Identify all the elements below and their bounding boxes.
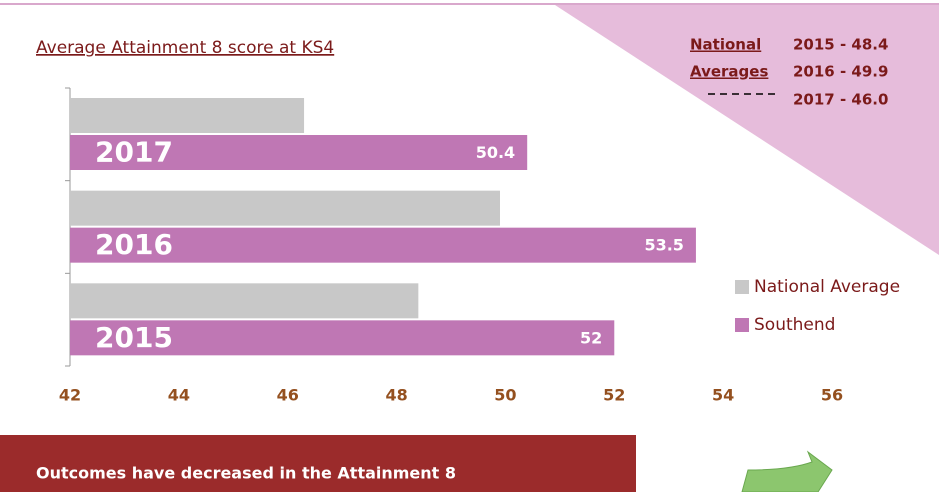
category-label: 2015 bbox=[95, 321, 173, 354]
category-label: 2016 bbox=[95, 228, 173, 261]
annotation-line: 2016 - 49.9 bbox=[793, 63, 888, 81]
legend-label: National Average bbox=[754, 277, 900, 297]
annotation-heading: National bbox=[690, 36, 761, 54]
x-tick-label: 54 bbox=[712, 386, 734, 405]
legend-swatch bbox=[735, 318, 749, 332]
x-tick-label: 56 bbox=[821, 386, 843, 405]
category-label: 2017 bbox=[95, 136, 173, 169]
annotation-line: 2015 - 48.4 bbox=[793, 36, 888, 54]
corner-triangle bbox=[555, 5, 939, 255]
value-label: 50.4 bbox=[476, 143, 515, 162]
value-label: 52 bbox=[580, 328, 602, 347]
annotation-line: 2017 - 46.0 bbox=[793, 91, 888, 109]
annotation-heading: Averages bbox=[690, 63, 768, 81]
x-tick-label: 50 bbox=[494, 386, 516, 405]
footer-text: Outcomes have decreased in the Attainmen… bbox=[36, 464, 456, 483]
bar bbox=[70, 98, 305, 133]
value-label: 53.5 bbox=[644, 236, 683, 255]
x-tick-label: 46 bbox=[277, 386, 299, 405]
bar bbox=[70, 135, 528, 170]
legend-label: Southend bbox=[754, 315, 835, 335]
bar bbox=[70, 283, 419, 319]
x-tick-label: 44 bbox=[168, 386, 190, 405]
x-tick-label: 42 bbox=[59, 386, 81, 405]
x-tick-label: 52 bbox=[603, 386, 625, 405]
footer-box bbox=[0, 435, 636, 492]
arrow bbox=[741, 450, 833, 492]
x-tick-label: 48 bbox=[385, 386, 407, 405]
bar bbox=[70, 190, 500, 226]
bar bbox=[70, 320, 615, 356]
bar bbox=[70, 227, 696, 263]
chart-title: Average Attainment 8 score at KS4 bbox=[36, 38, 334, 58]
legend-swatch bbox=[735, 280, 749, 294]
